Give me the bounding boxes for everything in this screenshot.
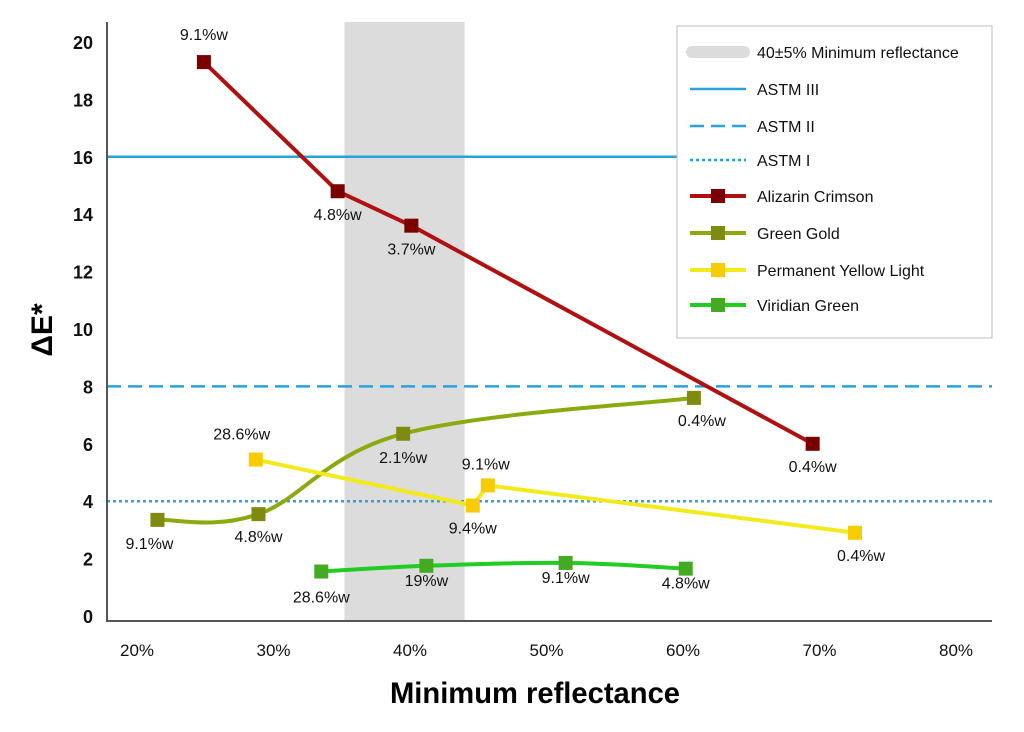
series-line [255, 457, 856, 535]
y-tick-label: 14 [73, 205, 93, 225]
y-tick-label: 18 [73, 90, 93, 110]
data-point [847, 525, 862, 540]
data-point [196, 55, 211, 70]
x-tick-label: 80% [939, 641, 973, 660]
data-label: 3.7%w [387, 242, 435, 259]
legend-item: 40±5% Minimum reflectance [686, 45, 959, 62]
series-line [202, 60, 814, 446]
y-tick-label: 2 [83, 550, 93, 570]
data-point [686, 390, 701, 405]
data-point [314, 564, 329, 579]
series-line [321, 560, 686, 574]
x-tick-label: 60% [666, 641, 700, 660]
data-label: 0.4%w [837, 548, 885, 565]
series-viridian-green: 28.6%w 19%w 9.1%w 4.8%w [293, 555, 710, 607]
legend-label: ASTM II [757, 119, 815, 136]
legend-label: ASTM I [757, 153, 810, 170]
legend-item: ASTM III [690, 82, 819, 99]
series-permanent-yellow-light: 28.6%w 9.4%w 9.1%w 0.4%w [213, 427, 885, 565]
data-point [330, 184, 345, 199]
data-point [805, 436, 820, 451]
legend-item: Permanent Yellow Light [690, 263, 925, 280]
data-label: 9.1%w [180, 27, 228, 44]
y-tick-label: 10 [73, 320, 93, 340]
y-tick-label: 0 [83, 607, 93, 627]
data-point [404, 218, 419, 233]
x-tick-label: 20% [120, 641, 154, 660]
data-point [480, 478, 495, 493]
data-label: 28.6%w [213, 427, 270, 444]
x-axis-title: Minimum reflectance [390, 677, 680, 710]
x-tick-label: 40% [393, 641, 427, 660]
data-point [251, 507, 266, 522]
data-point [678, 561, 693, 576]
y-tick-label: 20 [73, 33, 93, 53]
data-label: 19%w [405, 573, 449, 590]
data-label: 0.4%w [789, 459, 837, 476]
x-tick-label: 30% [256, 641, 290, 660]
data-label: 9.1%w [542, 570, 590, 587]
data-label: 28.6%w [293, 590, 350, 607]
legend-item: ASTM I [690, 153, 810, 170]
data-point [248, 452, 263, 467]
y-axis-title: ΔE* [26, 303, 59, 357]
series-green-gold: 9.1%w 4.8%w 2.1%w 0.4%w [125, 390, 726, 553]
data-label: 0.4%w [678, 413, 726, 430]
data-label: 4.8%w [662, 576, 710, 593]
data-label: 2.1%w [379, 450, 427, 467]
legend-marker [711, 189, 725, 203]
data-label: 9.4%w [449, 521, 497, 538]
legend-label: ASTM III [757, 82, 819, 99]
data-label: 9.1%w [125, 536, 173, 553]
x-tick-label: 70% [802, 641, 836, 660]
legend-box [676, 25, 993, 339]
legend-item: ASTM II [690, 119, 815, 136]
legend-label: Green Gold [757, 226, 840, 243]
legend-marker [711, 226, 725, 240]
reflectance-band-layer [344, 22, 465, 620]
data-label: 4.8%w [234, 529, 282, 546]
data-point [558, 555, 573, 570]
legend-marker [711, 263, 725, 277]
y-tick-label: 4 [83, 492, 93, 512]
y-tick-label: 12 [73, 263, 93, 283]
legend-item: Viridian Green [690, 298, 859, 315]
reflectance-band [344, 22, 465, 620]
series-layer: 9.1%w 4.8%w 3.7%w 0.4%w 9.1%w 4.8%w 2.1%w 0.4%w… [125, 27, 885, 606]
legend-label: Viridian Green [757, 298, 859, 315]
y-tick-label: 8 [83, 377, 93, 397]
y-tick-label: 6 [83, 435, 93, 455]
data-point [150, 512, 165, 527]
data-label: 4.8%w [314, 207, 362, 224]
data-point [419, 558, 434, 573]
data-point [396, 426, 411, 441]
series-line [157, 395, 695, 525]
data-label: 9.1%w [462, 456, 510, 473]
legend-label: Permanent Yellow Light [757, 263, 925, 280]
axis-ticks: 20% 30% 40% 50% 60% 70% 80% 0 2 4 6 8 10 12 14 16 18 20 [73, 33, 973, 660]
data-point [465, 498, 480, 513]
legend-item: Green Gold [690, 226, 840, 243]
y-tick-label: 16 [73, 148, 93, 168]
legend-label: 40±5% Minimum reflectance [757, 45, 959, 62]
legend-marker [711, 298, 725, 312]
legend-item: Alizarin Crimson [690, 189, 873, 206]
series-alizarin-crimson: 9.1%w 4.8%w 3.7%w 0.4%w [180, 27, 837, 476]
legend-label: Alizarin Crimson [757, 189, 873, 206]
x-tick-label: 50% [529, 641, 563, 660]
legend: 40±5% Minimum reflectance ASTM III ASTM II… [676, 25, 993, 339]
